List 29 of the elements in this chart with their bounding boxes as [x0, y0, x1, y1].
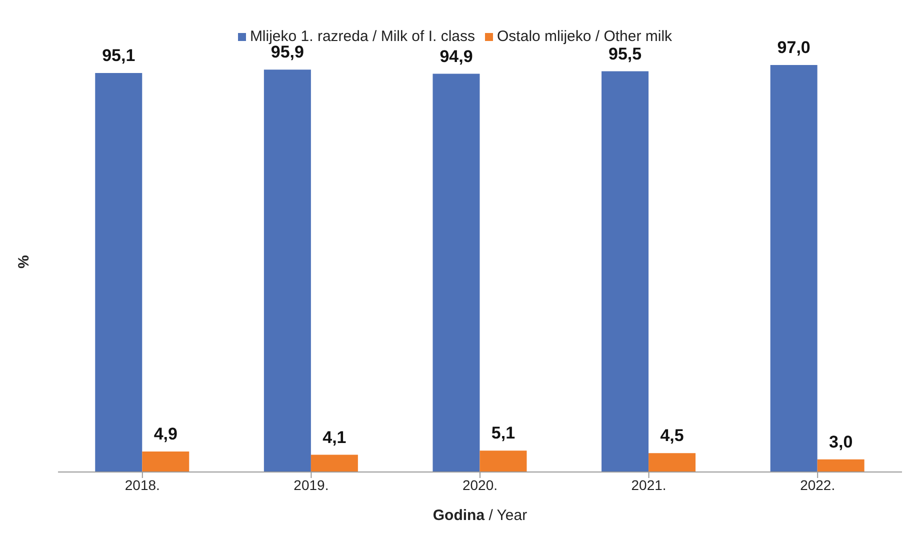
bar [95, 72, 142, 472]
bar [648, 453, 696, 472]
data-label: 4,5 [660, 426, 684, 446]
x-tick-label: 2018. [124, 476, 160, 493]
bar [142, 451, 190, 472]
data-label: 95,9 [270, 42, 304, 62]
data-label: 3,0 [829, 432, 853, 452]
bar [310, 454, 358, 472]
bar [432, 74, 480, 472]
bar [264, 70, 311, 472]
legend-label: Mlijeko 1. razreda / Milk of I. class [250, 28, 476, 45]
x-tick-label: 2022. [800, 476, 836, 493]
y-axis-title: % [15, 255, 32, 268]
bar [480, 450, 527, 472]
data-label: 97,0 [777, 38, 810, 57]
data-label: 4,9 [154, 424, 178, 444]
data-label: 5,1 [491, 424, 516, 443]
data-label: 4,1 [322, 428, 346, 447]
data-label: 94,9 [440, 46, 473, 66]
x-tick-label: 2020. [462, 476, 498, 493]
bar [817, 459, 864, 472]
legend-label: Ostalo mlijeko / Other milk [497, 28, 672, 45]
bar [602, 71, 649, 472]
x-axis-title: Godina / Year [432, 507, 528, 524]
x-tick-label: 2019. [294, 476, 329, 493]
data-label: 95,5 [608, 44, 642, 64]
data-label: 95,1 [102, 46, 136, 65]
x-tick-label: 2021. [631, 476, 666, 493]
bar [770, 65, 818, 472]
